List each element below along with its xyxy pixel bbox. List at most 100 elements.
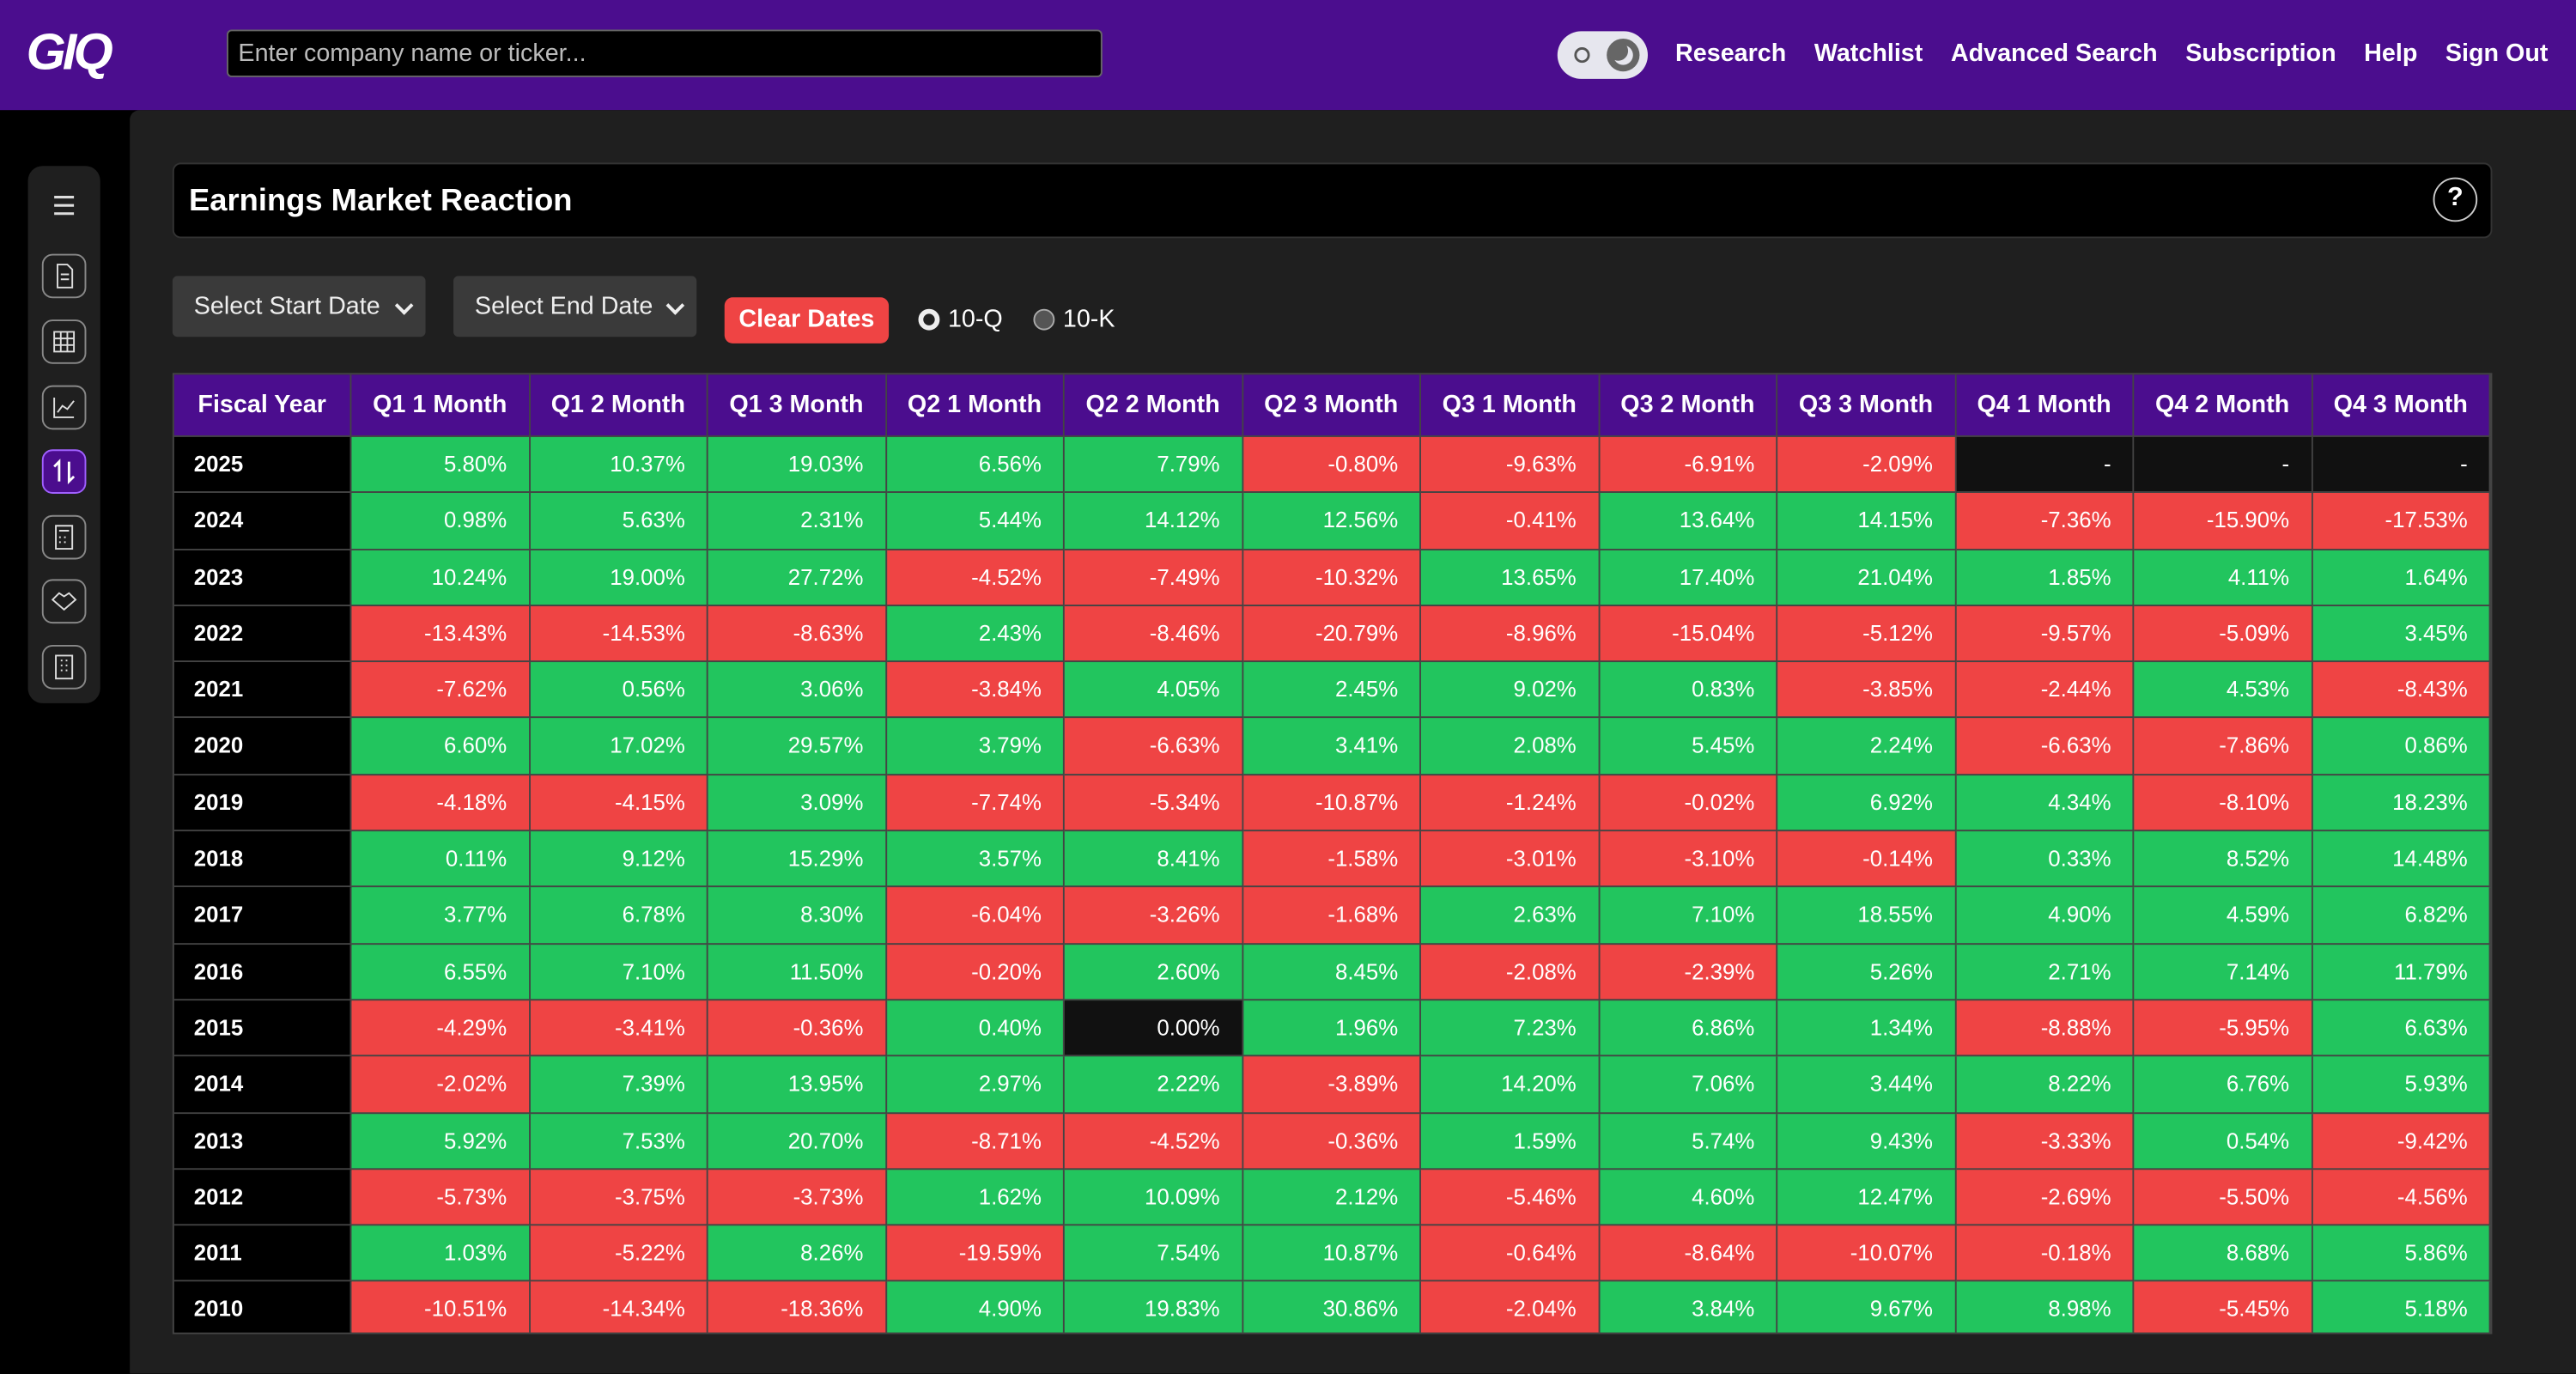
doc-icon[interactable] bbox=[41, 253, 88, 300]
logo[interactable]: GIQ bbox=[26, 22, 113, 81]
reaction-cell: 0.40% bbox=[886, 1000, 1065, 1057]
reaction-cell: 13.64% bbox=[1599, 493, 1778, 550]
reaction-cell: 3.57% bbox=[886, 831, 1065, 888]
fiscal-year: 2014 bbox=[173, 1056, 352, 1114]
reaction-cell: 5.93% bbox=[2312, 1056, 2491, 1114]
reaction-cell: 1.62% bbox=[886, 1169, 1065, 1226]
radio-10k[interactable]: 10-K bbox=[1033, 305, 1115, 334]
reaction-cell: 6.63% bbox=[2312, 1000, 2491, 1057]
column-header: Q1 2 Month bbox=[530, 374, 708, 437]
reaction-cell: 1.85% bbox=[1955, 550, 2135, 606]
reaction-cell: -8.10% bbox=[2134, 775, 2312, 832]
reaction-cell: 14.15% bbox=[1777, 493, 1956, 550]
start-date-select[interactable]: Select Start Date bbox=[172, 276, 426, 337]
reaction-cell: 5.26% bbox=[1777, 944, 1956, 1001]
reaction-cell: 8.41% bbox=[1064, 831, 1243, 888]
reaction-cell: 6.55% bbox=[351, 944, 531, 1001]
column-header: Q1 1 Month bbox=[351, 374, 531, 437]
reaction-cell: 7.39% bbox=[530, 1056, 708, 1114]
reaction-cell: 3.77% bbox=[351, 887, 531, 945]
reaction-cell: 0.54% bbox=[2134, 1113, 2312, 1170]
chart-icon[interactable] bbox=[41, 385, 88, 431]
reaction-cell: 2.31% bbox=[708, 493, 887, 550]
table-row: 2014 -2.02% 7.39% 13.95% 2.97% 2.22% -3.89% 14.… bbox=[173, 1056, 2491, 1114]
reaction-cell: 4.90% bbox=[886, 1282, 1065, 1333]
reaction-cell: 5.44% bbox=[886, 493, 1065, 550]
nav-link[interactable]: Research bbox=[1675, 39, 1787, 68]
top-bar: GIQ Enter company name or ticker... Rese… bbox=[0, 0, 2576, 111]
reaction-cell: -8.46% bbox=[1064, 605, 1243, 663]
reaction-cell: -14.53% bbox=[530, 605, 708, 663]
column-header: Q3 3 Month bbox=[1777, 374, 1956, 437]
reaction-cell: -10.51% bbox=[351, 1282, 531, 1333]
building-icon[interactable] bbox=[41, 644, 88, 690]
reaction-cell: -10.87% bbox=[1242, 775, 1421, 832]
fiscal-year: 2015 bbox=[173, 1000, 352, 1057]
reaction-cell: 30.86% bbox=[1242, 1282, 1421, 1333]
reaction-cell: -4.52% bbox=[1064, 1113, 1243, 1170]
reaction-cell: 2.08% bbox=[1420, 719, 1600, 775]
reaction-cell: -0.36% bbox=[1242, 1113, 1421, 1170]
clear-dates-button[interactable]: Clear Dates bbox=[724, 297, 890, 344]
panel-title: Earnings Market Reaction bbox=[189, 184, 573, 219]
fiscal-year: 2025 bbox=[173, 436, 352, 494]
reaction-cell: 1.03% bbox=[351, 1225, 531, 1283]
menu-icon[interactable] bbox=[41, 182, 88, 228]
table-icon[interactable] bbox=[41, 319, 88, 365]
reaction-cell: 29.57% bbox=[708, 719, 887, 775]
reaction-cell: -6.91% bbox=[1599, 436, 1778, 494]
reaction-cell: 6.82% bbox=[2312, 887, 2491, 945]
reaction-cell: 3.09% bbox=[708, 775, 887, 832]
reaction-cell: 7.10% bbox=[1599, 887, 1778, 945]
nav-link[interactable]: Help bbox=[2364, 39, 2418, 68]
nav-link[interactable]: Watchlist bbox=[1814, 39, 1923, 68]
reaction-cell: 2.63% bbox=[1420, 887, 1600, 945]
reaction-cell: -0.64% bbox=[1420, 1225, 1600, 1283]
reaction-cell: - bbox=[2312, 436, 2491, 494]
reaction-cell: 4.59% bbox=[2134, 887, 2312, 945]
reaction-cell: -2.39% bbox=[1599, 944, 1778, 1001]
reaction-cell: 5.18% bbox=[2312, 1282, 2491, 1333]
column-header: Fiscal Year bbox=[173, 374, 352, 437]
fiscal-year: 2023 bbox=[173, 550, 352, 606]
help-button[interactable]: ? bbox=[2433, 177, 2478, 222]
reaction-cell: -14.34% bbox=[530, 1282, 708, 1333]
radio-10q[interactable]: 10-Q bbox=[918, 306, 1003, 333]
deal-icon[interactable] bbox=[41, 578, 88, 624]
reaction-cell: -0.20% bbox=[886, 944, 1065, 1001]
nav-link[interactable]: Advanced Search bbox=[1950, 39, 2158, 68]
reaction-cell: 0.33% bbox=[1955, 831, 2135, 888]
reaction-cell: 4.90% bbox=[1955, 887, 2135, 945]
reaction-cell: 4.53% bbox=[2134, 662, 2312, 720]
reaction-cell: -4.18% bbox=[351, 775, 531, 832]
reaction-cell: -5.45% bbox=[2134, 1282, 2312, 1333]
reaction-cell: -19.59% bbox=[886, 1225, 1065, 1283]
nav-link[interactable]: Sign Out bbox=[2445, 39, 2549, 68]
table-row: 2024 0.98% 5.63% 2.31% 5.44% 14.12% 12.56% -0.4… bbox=[173, 493, 2491, 550]
reaction-cell: -3.84% bbox=[886, 662, 1065, 720]
calc-icon[interactable] bbox=[41, 514, 88, 561]
end-date-select[interactable]: Select End Date bbox=[453, 276, 697, 337]
reaction-cell: 20.70% bbox=[708, 1113, 887, 1170]
reaction-cell: 1.34% bbox=[1777, 1000, 1956, 1057]
reaction-cell: 7.14% bbox=[2134, 944, 2312, 1001]
table-row: 2025 5.80% 10.37% 19.03% 6.56% 7.79% -0.80% -9.… bbox=[173, 436, 2491, 494]
search-input[interactable]: Enter company name or ticker... bbox=[227, 29, 1103, 77]
reaction-cell: 19.00% bbox=[530, 550, 708, 606]
reaction-cell: 15.29% bbox=[708, 831, 887, 888]
table-row: 2023 10.24% 19.00% 27.72% -4.52% -7.49% -10.32… bbox=[173, 550, 2491, 606]
reaction-cell: -2.44% bbox=[1955, 662, 2135, 720]
reaction-cell: -17.53% bbox=[2312, 493, 2491, 550]
reaction-cell: 5.92% bbox=[351, 1113, 531, 1170]
reaction-cell: 7.54% bbox=[1064, 1225, 1243, 1283]
reaction-cell: -6.04% bbox=[886, 887, 1065, 945]
reaction-cell: 19.83% bbox=[1064, 1282, 1243, 1333]
table-row: 2021 -7.62% 0.56% 3.06% -3.84% 4.05% 2.45% 9.02… bbox=[173, 662, 2491, 720]
reaction-cell: 1.59% bbox=[1420, 1113, 1600, 1170]
reaction-icon[interactable] bbox=[41, 448, 88, 495]
nav-link[interactable]: Subscription bbox=[2185, 39, 2336, 68]
reaction-cell: -8.64% bbox=[1599, 1225, 1778, 1283]
radio-label: 10-K bbox=[1062, 305, 1115, 334]
theme-toggle[interactable] bbox=[1557, 31, 1649, 79]
